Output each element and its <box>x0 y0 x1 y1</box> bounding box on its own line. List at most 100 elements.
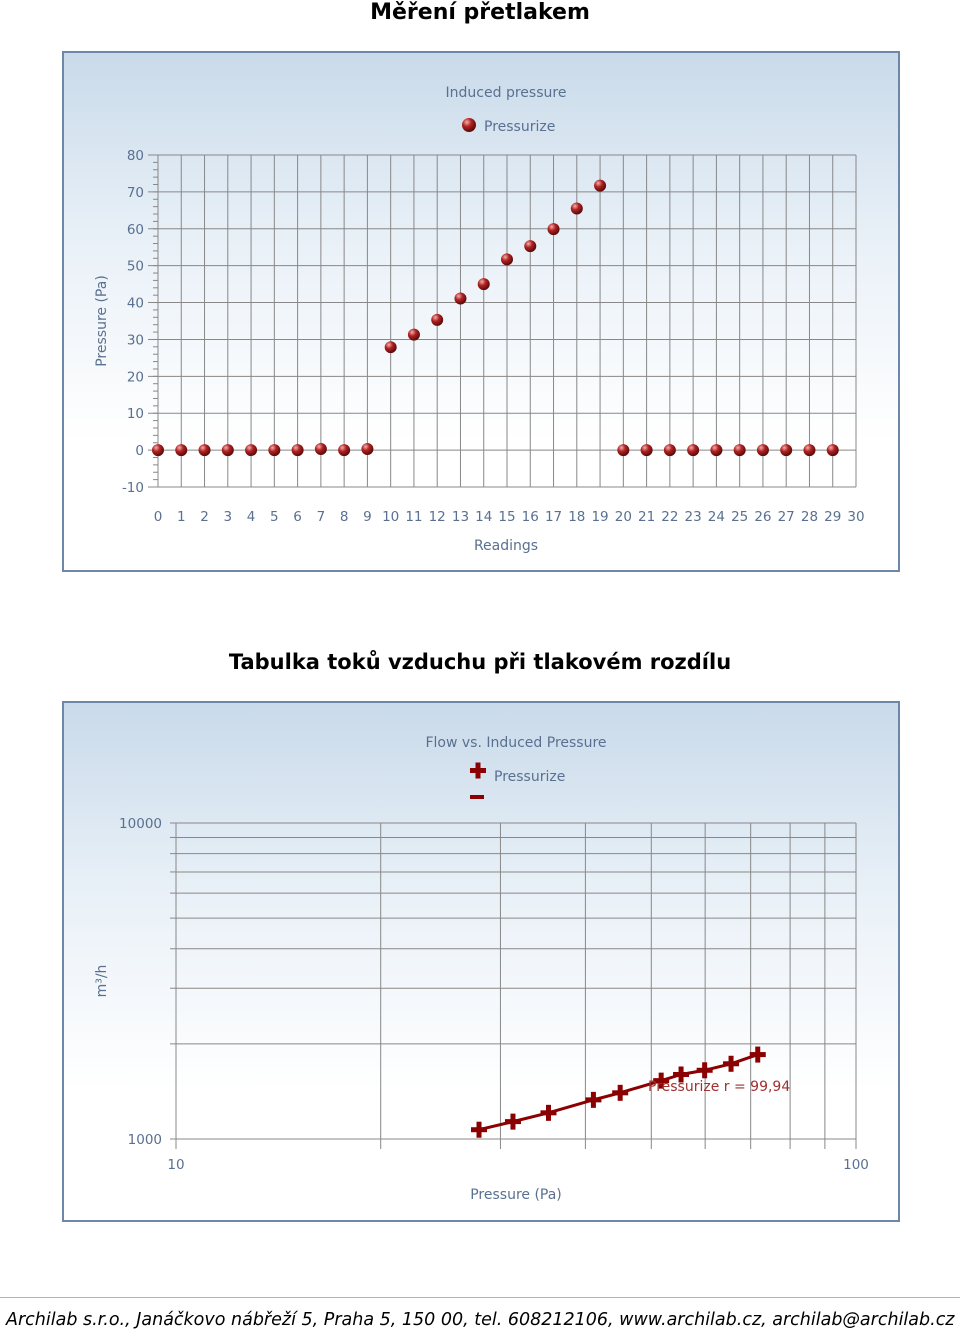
legend-label-pressurize: Pressurize <box>494 769 565 785</box>
y-tick-label: 60 <box>127 222 144 238</box>
x-tick-label: 28 <box>801 509 818 525</box>
x-tick-label: 27 <box>778 509 795 525</box>
legend-minus-icon <box>470 795 484 799</box>
data-point <box>728 1055 734 1072</box>
x-tick-label: 29 <box>824 509 841 525</box>
data-point <box>268 444 281 457</box>
data-point <box>826 444 839 457</box>
data-point <box>476 1121 482 1138</box>
data-point <box>291 444 304 457</box>
data-point <box>501 253 513 266</box>
y-tick-label: 30 <box>127 332 144 348</box>
data-point <box>780 444 793 457</box>
data-point <box>510 1113 516 1130</box>
induced-pressure-chart: Induced pressure Pressurize 0 1 2 3 4 5 6 7 8 9 10 11… <box>62 51 900 572</box>
x-tick-label: 9 <box>363 509 372 525</box>
y-axis-label: Pressure (Pa) <box>94 275 110 367</box>
flow-vs-pressure-chart-svg: Flow vs. Induced Pressure Pressurize 10 100… <box>94 735 869 1203</box>
legend-marker-pressurize <box>462 118 476 132</box>
data-point <box>702 1062 708 1079</box>
x-tick-label: 22 <box>661 509 678 525</box>
data-point <box>221 444 234 457</box>
chart2-heading: Tabulka toků vzduchu při tlakovém rozdíl… <box>228 650 732 674</box>
x-tick-label: 10 <box>167 1157 184 1173</box>
data-point <box>545 1104 551 1121</box>
data-point <box>454 292 467 305</box>
data-point <box>617 444 630 457</box>
x-tick-label: 11 <box>405 509 422 525</box>
data-point <box>663 444 676 457</box>
x-tick-label: 24 <box>708 509 725 525</box>
chart1-heading: Měření přetlakem <box>370 0 590 25</box>
y-tick-label: 20 <box>127 369 144 385</box>
data-point <box>314 443 327 456</box>
data-point <box>590 1091 596 1108</box>
x-tick-label: 2 <box>200 509 209 525</box>
legend-marker-pressurize <box>475 762 481 779</box>
x-tick-label: 14 <box>475 509 492 525</box>
chart-title: Induced pressure <box>446 85 567 101</box>
x-tick-label: 8 <box>340 509 349 525</box>
x-tick-label: 17 <box>545 509 562 525</box>
data-point <box>733 444 746 457</box>
y-tick-label: 1000 <box>128 1132 162 1148</box>
chart-title: Flow vs. Induced Pressure <box>425 735 606 751</box>
y-tick-label: -10 <box>122 480 144 496</box>
page-footer: Archilab s.r.o., Janáčkovo nábřeží 5, Pr… <box>0 1297 960 1332</box>
x-tick-label: 10 <box>382 509 399 525</box>
x-tick-label: 13 <box>452 509 469 525</box>
data-point <box>198 444 211 457</box>
data-point <box>407 328 420 341</box>
x-tick-label: 18 <box>568 509 585 525</box>
data-point <box>594 179 607 192</box>
y-axis-label: m³/h <box>94 965 110 998</box>
x-tick-label: 1 <box>177 509 186 525</box>
y-tick-label: 40 <box>127 296 144 312</box>
data-point <box>658 1072 664 1089</box>
y-tick-label: 10 <box>127 406 144 422</box>
data-point <box>152 444 164 457</box>
data-point <box>547 223 560 236</box>
x-tick-label: 19 <box>591 509 608 525</box>
data-point <box>361 443 374 456</box>
y-tick-label: 50 <box>127 259 144 275</box>
data-point <box>245 444 258 457</box>
data-point <box>617 1084 623 1101</box>
y-tick-label: 10000 <box>119 816 162 832</box>
x-tick-label: 4 <box>247 509 256 525</box>
x-tick-label: 100 <box>843 1157 869 1173</box>
x-tick-label: 3 <box>224 509 233 525</box>
x-tick-label: 30 <box>847 509 864 525</box>
x-tick-label: 16 <box>522 509 539 525</box>
x-tick-label: 12 <box>429 509 446 525</box>
x-tick-label: 26 <box>754 509 771 525</box>
x-axis-label: Pressure (Pa) <box>470 1187 562 1203</box>
x-tick-label: 20 <box>615 509 632 525</box>
data-point <box>803 444 816 457</box>
data-point <box>687 444 700 457</box>
x-tick-label: 5 <box>270 509 279 525</box>
data-point <box>338 444 351 457</box>
data-point <box>524 240 537 253</box>
y-tick-label: 70 <box>127 185 144 201</box>
data-point <box>710 444 723 457</box>
fit-annotation: Pressurize r = 99,94 <box>648 1079 790 1095</box>
x-tick-label: 25 <box>731 509 748 525</box>
data-point <box>678 1066 684 1083</box>
y-tick-label: 80 <box>127 148 144 164</box>
x-axis-label: Readings <box>474 538 538 554</box>
legend-label-pressurize: Pressurize <box>484 119 555 135</box>
data-point <box>431 313 444 326</box>
data-point <box>640 444 653 457</box>
data-point <box>570 202 583 215</box>
x-tick-label: 7 <box>317 509 326 525</box>
x-tick-label: 15 <box>498 509 515 525</box>
x-tick-label: 23 <box>685 509 702 525</box>
data-point <box>384 341 397 354</box>
x-tick-label: 6 <box>293 509 302 525</box>
flow-vs-pressure-chart: Flow vs. Induced Pressure Pressurize 10 100… <box>62 701 900 1222</box>
data-point <box>175 444 188 457</box>
data-point <box>755 1046 761 1063</box>
x-tick-label: 0 <box>154 509 163 525</box>
